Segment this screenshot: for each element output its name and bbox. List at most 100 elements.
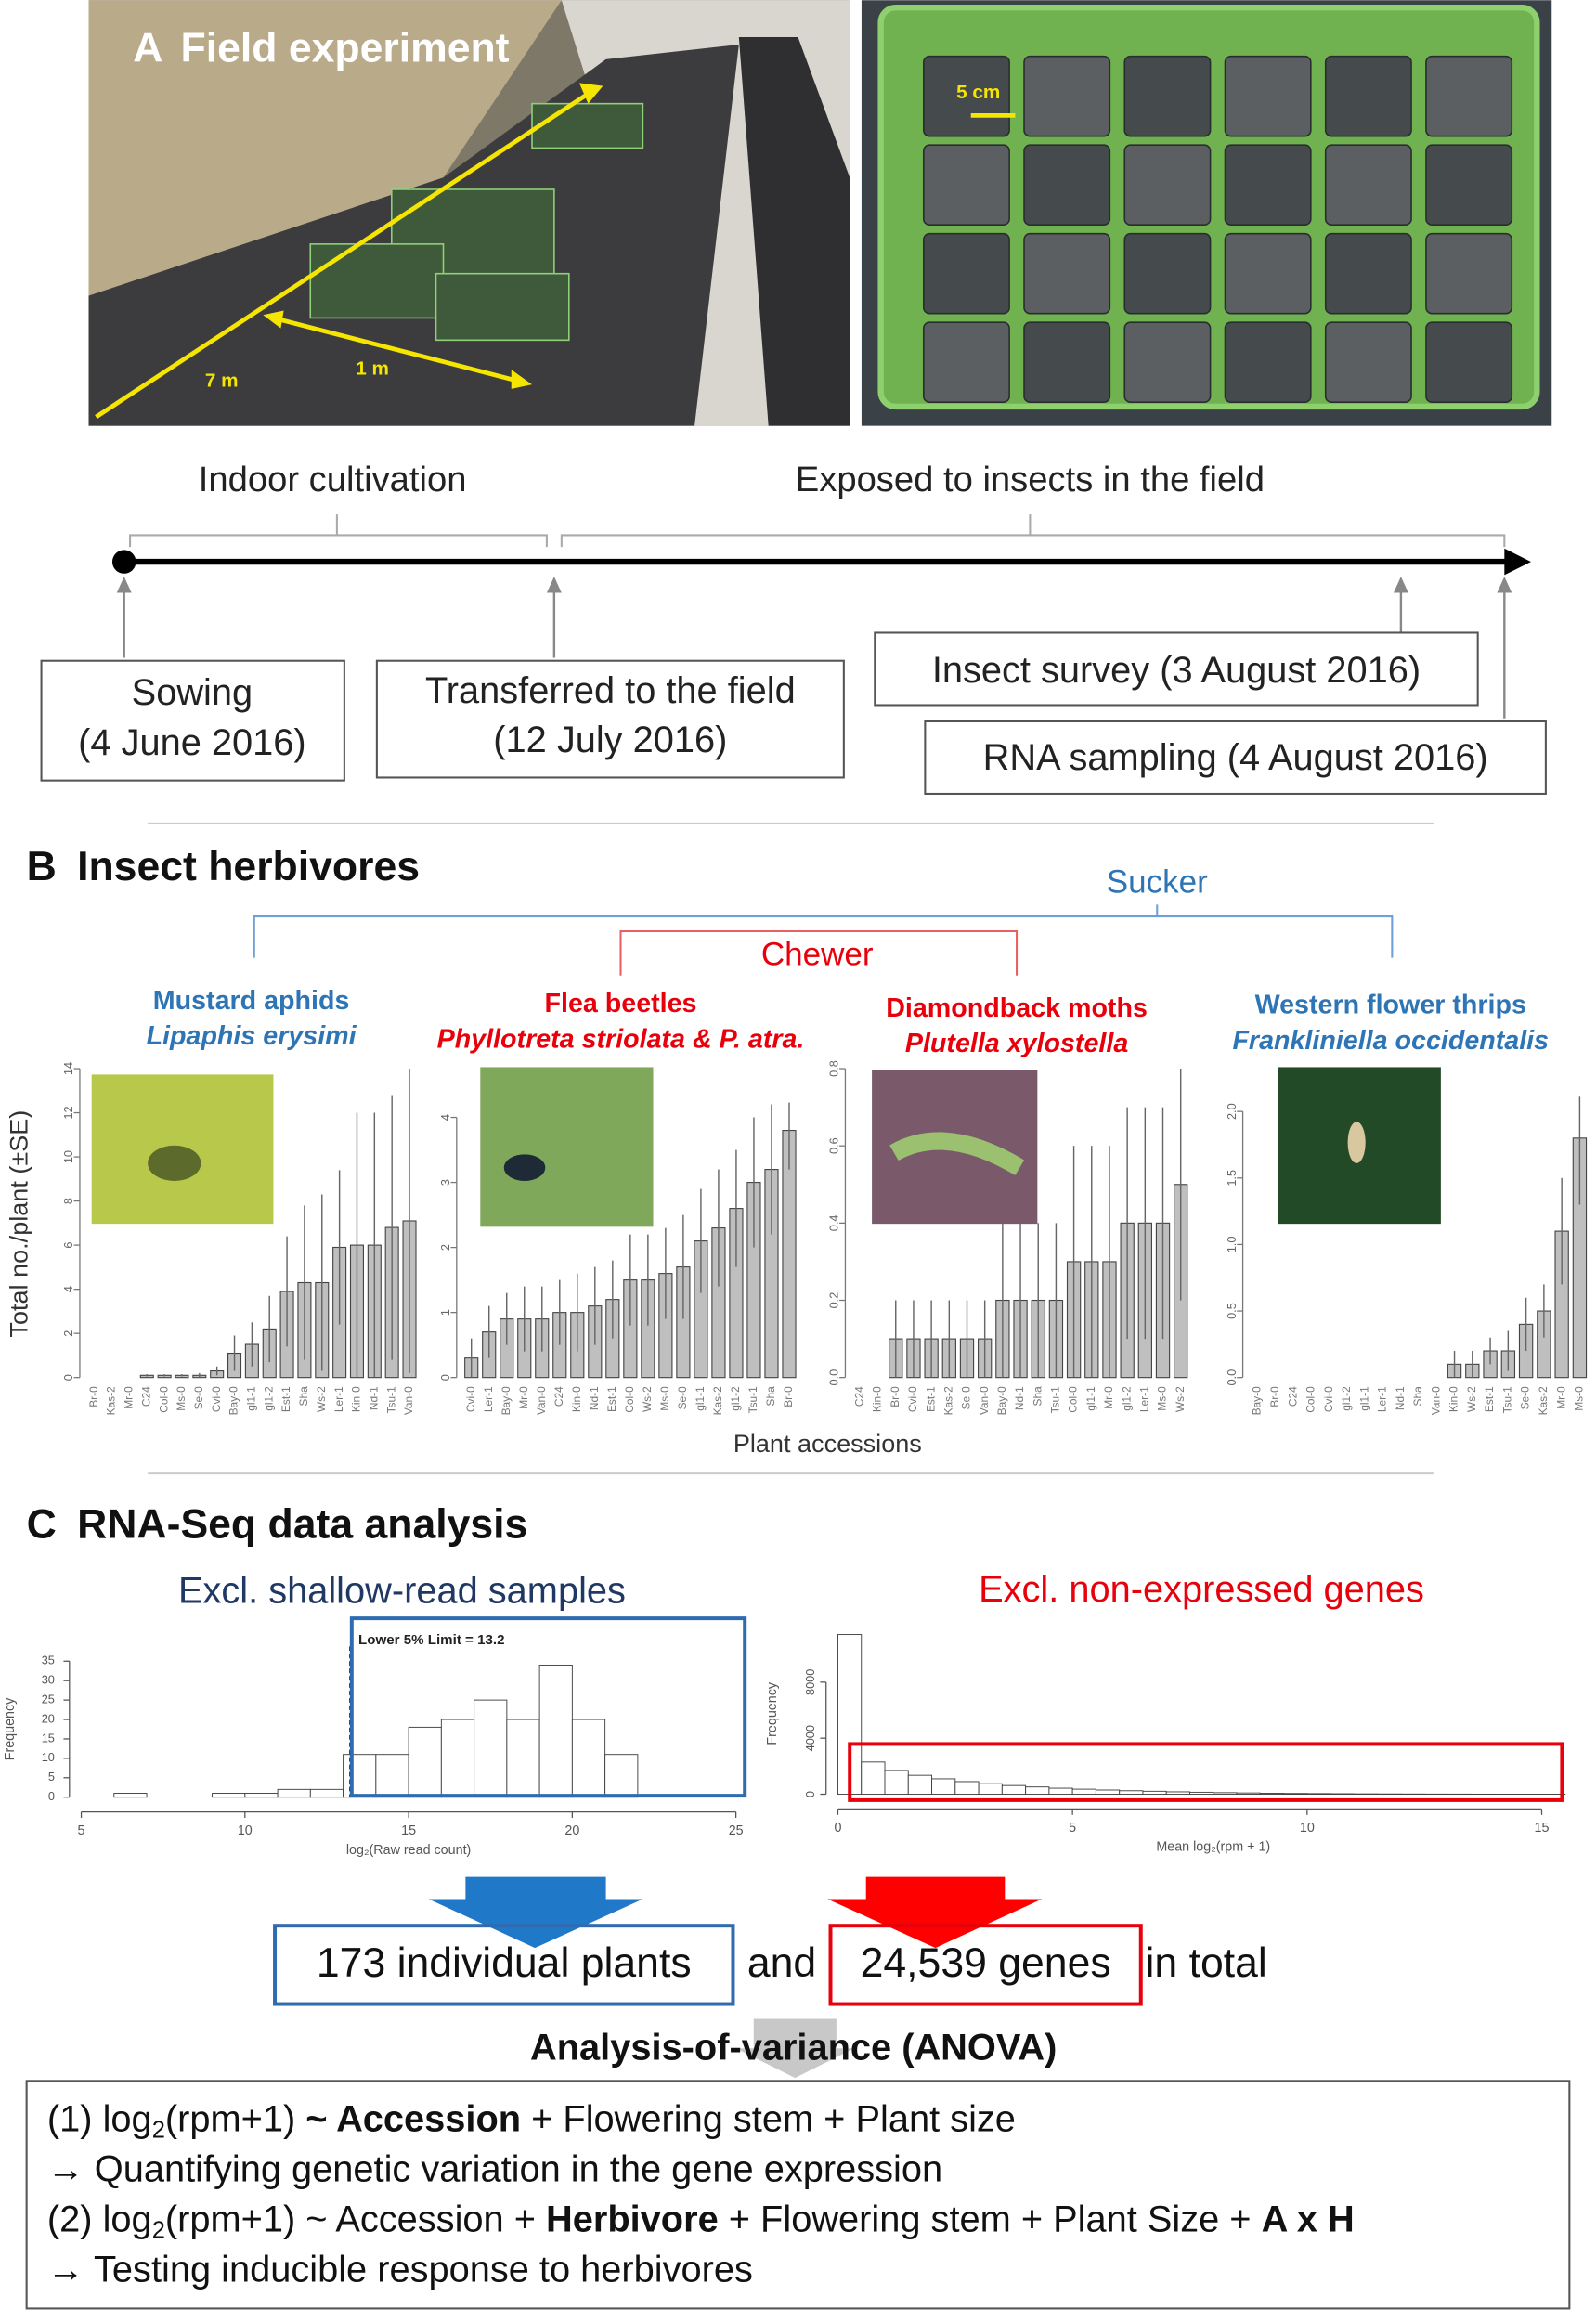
chart-subtitle: Lipaphis erysimi: [147, 1021, 357, 1051]
y-tick-label: 2.0: [1225, 1103, 1239, 1120]
x-tick-label: Col-0: [623, 1386, 636, 1413]
x-tick-label: Ler-1: [482, 1386, 495, 1412]
x-tick-label: gl1-1: [1357, 1386, 1370, 1411]
y-tick-label: 0.8: [827, 1060, 841, 1077]
x-tick-label: Bay-0: [227, 1386, 240, 1416]
result-text: in total: [1146, 1940, 1267, 1986]
x-tick-label: 15: [1535, 1821, 1550, 1836]
y-tick-label: 8: [61, 1198, 75, 1204]
histogram-bar: [113, 1793, 148, 1798]
anova-box: [25, 2080, 1571, 2310]
histogram-bar: [1071, 1788, 1096, 1796]
x-tick-label: Sha: [764, 1386, 777, 1407]
histogram-bar: [1306, 1793, 1331, 1796]
y-tick-label: 0.0: [1225, 1369, 1239, 1386]
event-label: (4 June 2016): [78, 722, 306, 763]
y-tick-label: 1.0: [1225, 1237, 1239, 1253]
x-tick-label: C24: [853, 1386, 866, 1407]
y-tick-label: 0: [48, 1789, 55, 1803]
histogram-bar: [1165, 1791, 1190, 1796]
x-tick-label: Br-0: [87, 1386, 100, 1407]
panel-b-title: B Insect herbivores: [27, 844, 420, 889]
x-tick-label: C24: [139, 1386, 152, 1407]
event-box: [375, 659, 845, 779]
event-label: Insect survey (3 August 2016): [932, 650, 1421, 691]
x-tick-label: Ms-0: [1156, 1386, 1169, 1411]
panel-a-title: A Field experiment: [133, 25, 509, 71]
histogram-bar: [1330, 1793, 1355, 1796]
anova-segment: 2: [152, 2117, 165, 2143]
pot: [1023, 144, 1111, 226]
chart-title: Excl. shallow-read samples: [178, 1571, 626, 1612]
x-tick-label: Col-0: [157, 1386, 170, 1413]
chart-subtitle: Phyllotreta striolata & P. atra.: [437, 1024, 805, 1054]
y-tick-label: 14: [61, 1062, 75, 1075]
x-tick-label: gl1-2: [729, 1386, 742, 1411]
x-tick-label: Sha: [1031, 1386, 1044, 1407]
x-tick-label: Mr-0: [517, 1386, 530, 1409]
y-tick-label: 6: [61, 1242, 75, 1249]
x-tick-label: Cvi-0: [210, 1386, 223, 1412]
histogram-bar: [244, 1793, 279, 1798]
photo-label: 5 cm: [956, 82, 1000, 103]
x-tick-label: 20: [564, 1823, 579, 1838]
x-tick-label: Bay-0: [1251, 1386, 1264, 1416]
x-tick-label: Se-0: [960, 1386, 973, 1410]
x-tick-label: Kas-2: [1537, 1386, 1550, 1416]
y-tick-label: 2: [438, 1244, 452, 1251]
pot: [1324, 321, 1412, 403]
x-tick-label: Sha: [297, 1386, 310, 1407]
y-tick-label: 3: [438, 1179, 452, 1186]
panel-c-title: C RNA-Seq data analysis: [27, 1501, 528, 1547]
x-tick-label: Bay-0: [500, 1386, 513, 1416]
x-tick-label: Kin-0: [570, 1386, 583, 1412]
photo-label: 1 m: [356, 358, 389, 380]
y-tick-label: 20: [42, 1711, 55, 1725]
x-tick-label: gl1-2: [1340, 1386, 1353, 1411]
x-tick-label: Van-0: [1429, 1386, 1442, 1415]
x-tick-label: Col-0: [1067, 1386, 1080, 1413]
histogram-bar: [978, 1783, 1003, 1796]
result-box: [273, 1924, 735, 2006]
pot: [1023, 55, 1111, 137]
guild-bracket: [253, 904, 1394, 958]
panel-title: Field experiment: [181, 25, 510, 71]
x-tick-label: Kas-2: [941, 1386, 954, 1416]
histogram-bar: [1142, 1790, 1167, 1796]
y-tick-label: 15: [42, 1731, 55, 1745]
histogram-bar: [604, 1754, 639, 1798]
highlight-box: [349, 1616, 747, 1798]
x-tick-label: 0: [834, 1821, 841, 1836]
anova-title: Analysis-of-variance (ANOVA): [530, 2027, 1057, 2068]
x-tick-label: Se-0: [192, 1386, 205, 1410]
y-tick-label: 1: [438, 1309, 452, 1316]
anova-segment: → Quantifying genetic variation in the g…: [47, 2148, 942, 2189]
x-tick-label: Est-1: [605, 1386, 618, 1412]
x-tick-label: Cvi-0: [464, 1386, 477, 1412]
anova-line: → Testing inducible response to herbivor…: [47, 2249, 753, 2290]
insect-photos: [91, 1067, 1441, 1227]
event-box: [874, 631, 1479, 707]
event-label: RNA sampling (4 August 2016): [983, 737, 1488, 778]
pot: [1324, 55, 1412, 137]
y-tick-label: 0: [61, 1374, 75, 1381]
x-tick-label: Nd-1: [1013, 1386, 1026, 1410]
x-tick-label: Tsu-1: [1049, 1386, 1062, 1414]
histogram-bar: [1259, 1792, 1285, 1796]
pot: [1425, 55, 1513, 137]
x-tick-label: Kin-0: [350, 1386, 363, 1412]
x-tick-label: 10: [238, 1823, 253, 1838]
pot: [1324, 144, 1412, 226]
grey-arrow: [735, 2018, 854, 2079]
y-tick-label: 0: [803, 1791, 817, 1797]
x-tick-label: gl1-1: [1084, 1386, 1097, 1411]
histogram-bar: [538, 1664, 573, 1798]
x-tick-label: 5: [1069, 1821, 1076, 1836]
x-tick-label: Br-0: [782, 1386, 795, 1407]
panel-label: A: [133, 25, 162, 71]
x-tick-label: Col-0: [1304, 1386, 1317, 1413]
event-pointers: [116, 576, 1512, 719]
pot: [922, 321, 1010, 403]
x-tick-label: Cvi-0: [906, 1386, 919, 1412]
x-tick-label: Ms-0: [1573, 1386, 1586, 1411]
